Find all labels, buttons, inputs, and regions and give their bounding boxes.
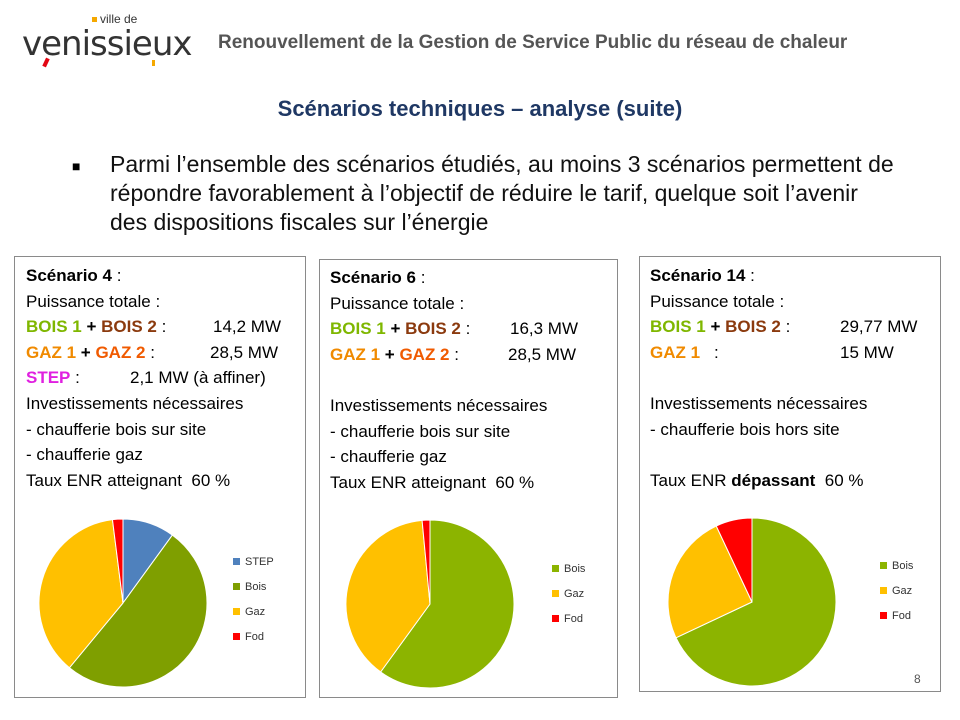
legend-label-bois: Bois <box>245 581 267 593</box>
step-label: STEP <box>26 368 71 388</box>
pie-slice-gaz <box>38 519 124 669</box>
legend-swatch-fod <box>552 615 559 622</box>
enr-value: 60 % <box>191 470 231 490</box>
logo-small-text: ville de <box>100 12 138 26</box>
invest-item: - chaufferie gaz <box>26 445 143 465</box>
legend-label-fod: Fod <box>564 613 583 625</box>
logo-dot-icon <box>92 17 97 23</box>
legend-label-fod: Fod <box>245 631 264 643</box>
invest-item: - chaufferie bois sur site <box>26 419 207 439</box>
scenario-6-box: Scénario 6 : Puissance totale : BOIS 1 +… <box>319 259 618 698</box>
invest-label: Investissements nécessaires <box>26 393 244 413</box>
gaz-value: 15 MW <box>840 342 894 362</box>
bullet-square-icon: ■ <box>72 158 81 174</box>
gaz1-label: GAZ 1 <box>650 342 701 362</box>
bois-value: 16,3 MW <box>510 319 579 339</box>
invest-item: - chaufferie gaz <box>330 447 447 467</box>
bois2-label: BOIS 2 <box>101 317 157 337</box>
power-label: Puissance totale : <box>26 291 161 311</box>
scenario-14-text: Scénario 14 : Puissance totale : BOIS 1 … <box>650 266 918 490</box>
pie-slice-fod <box>715 517 753 603</box>
legend-swatch-fod <box>880 612 887 619</box>
gaz1-label: GAZ 1 <box>330 344 381 364</box>
bois-value: 14,2 MW <box>213 317 282 337</box>
legend-label-gaz: Gaz <box>245 606 265 618</box>
invest-label: Investissements nécessaires <box>650 393 868 413</box>
invest-item: - chaufferie bois sur site <box>330 421 511 441</box>
enr-word: atteignant <box>107 470 182 490</box>
bois2-label: BOIS 2 <box>725 317 781 337</box>
logo-main-text: venissieux <box>22 24 192 64</box>
pie-slice-gaz <box>667 525 753 639</box>
legend-swatch-gaz <box>880 587 887 594</box>
pie-slice-fod <box>421 519 431 605</box>
legend-swatch-gaz <box>233 608 240 615</box>
pie-slice-bois <box>379 519 515 689</box>
pie-slice-fod <box>111 518 124 604</box>
logo-accent-orange <box>152 60 155 66</box>
legend-label-bois: Bois <box>564 563 586 575</box>
legend-label-fod: Fod <box>892 610 911 622</box>
power-label: Puissance totale : <box>330 293 465 313</box>
scenario-title: Scénario 4 <box>26 266 112 285</box>
gaz-value: 28,5 MW <box>210 342 279 362</box>
invest-label: Investissements nécessaires <box>330 395 548 415</box>
bois2-label: BOIS 2 <box>405 319 461 339</box>
bullet-text: Parmi l’ensemble des scénarios étudiés, … <box>110 151 894 235</box>
gaz2-label: GAZ 2 <box>399 344 450 364</box>
gaz2-label: GAZ 2 <box>95 342 146 362</box>
legend-swatch-gaz <box>552 590 559 597</box>
bois1-label: BOIS 1 <box>26 317 82 337</box>
slide-title: Scénarios techniques – analyse (suite) <box>277 96 683 121</box>
legend-label-gaz: Gaz <box>892 585 912 597</box>
enr-word: dépassant <box>731 470 816 490</box>
enr-word: atteignant <box>411 472 486 492</box>
legend-swatch-bois <box>552 565 559 572</box>
legend-swatch-step <box>233 558 240 565</box>
bois1-label: BOIS 1 <box>650 317 706 337</box>
legend-label-bois: Bois <box>892 560 914 572</box>
step-value: 2,1 MW (à affiner) <box>130 368 266 388</box>
gaz1-label: GAZ 1 <box>26 342 77 362</box>
page-number: 8 <box>914 672 921 686</box>
legend-label-gaz: Gaz <box>564 588 584 600</box>
enr-value: 60 % <box>824 470 864 490</box>
scenario-title: Scénario 6 <box>330 268 416 287</box>
city-logo: ville de venissieux <box>22 12 202 68</box>
bois-value: 29,77 MW <box>840 317 918 337</box>
legend-swatch-bois <box>880 562 887 569</box>
legend-label-step: STEP <box>245 556 274 568</box>
pie-chart-scenario-4: STEP Bois Gaz Fod <box>38 518 274 688</box>
enr-value: 60 % <box>495 472 535 492</box>
power-label: Puissance totale : <box>650 291 785 311</box>
pie-slice-gaz <box>345 519 431 673</box>
scenario-4-box: Scénario 4 : Puissance totale : BOIS 1 +… <box>14 256 306 698</box>
legend-swatch-fod <box>233 633 240 640</box>
scenario-14-box: Scénario 14 : Puissance totale : BOIS 1 … <box>639 256 941 692</box>
header-title: Renouvellement de la Gestion de Service … <box>218 32 848 53</box>
legend-swatch-bois <box>233 583 240 590</box>
pie-slice-bois <box>675 517 837 687</box>
pie-slice-bois <box>68 534 208 688</box>
scenario-4-text: Scénario 4 : Puissance totale : BOIS 1 +… <box>26 266 282 490</box>
scenario-title: Scénario 14 <box>650 266 746 285</box>
bois1-label: BOIS 1 <box>330 319 386 339</box>
scenario-6-text: Scénario 6 : Puissance totale : BOIS 1 +… <box>330 268 579 492</box>
pie-chart-scenario-6: Bois Gaz Fod <box>345 519 586 689</box>
pie-chart-scenario-14: Bois Gaz Fod <box>667 517 914 687</box>
gaz-value: 28,5 MW <box>508 344 577 364</box>
invest-item: - chaufferie bois hors site <box>650 419 840 439</box>
